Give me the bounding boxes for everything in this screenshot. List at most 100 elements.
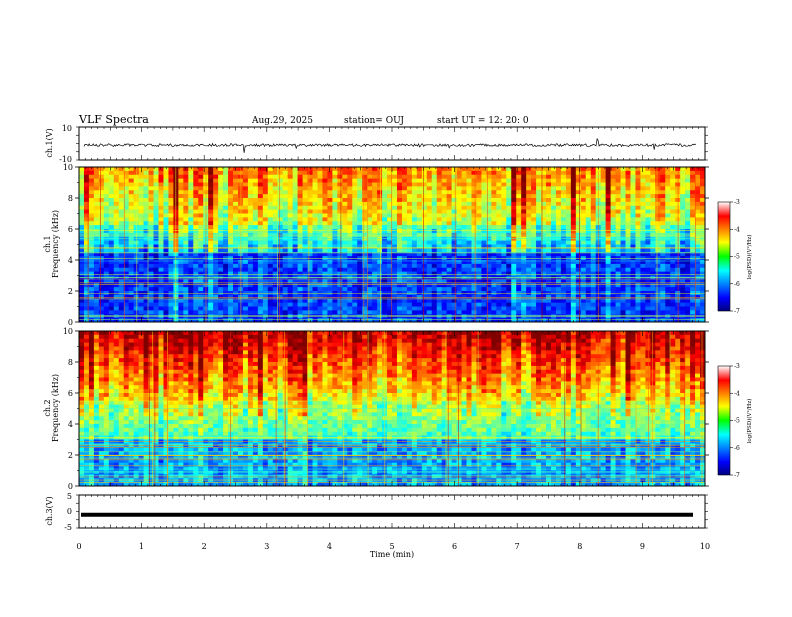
spectrogram-cell xyxy=(417,287,422,291)
spectrogram-cell xyxy=(362,241,367,245)
spectrogram-cell xyxy=(645,287,650,291)
spectrogram-cell xyxy=(506,295,511,299)
spectrogram-cell xyxy=(89,272,94,276)
spectrogram-cell xyxy=(606,287,611,291)
spectrogram-cell xyxy=(481,210,486,214)
spectrogram-cell xyxy=(581,190,586,194)
spectrogram-cell xyxy=(531,268,536,272)
spectrogram-cell xyxy=(655,225,660,229)
spectrogram-cell xyxy=(496,214,501,218)
spectrogram-cell xyxy=(273,202,278,206)
spectrogram-cell xyxy=(114,264,119,268)
spectrogram-cell xyxy=(154,295,159,299)
spectrogram-cell xyxy=(233,299,238,303)
spectrogram-cell xyxy=(104,179,109,183)
spectrogram-cell xyxy=(581,210,586,214)
spectrogram-cell xyxy=(606,291,611,295)
spectrogram-cell xyxy=(129,221,134,225)
spectrogram-cell xyxy=(422,283,427,287)
spectrogram-cell xyxy=(362,287,367,291)
spectrogram-cell xyxy=(481,310,486,314)
spectrogram-cell xyxy=(506,221,511,225)
spectrogram-cell xyxy=(670,198,675,202)
spectrogram-cell xyxy=(586,291,591,295)
spectrogram-cell xyxy=(447,183,452,187)
spectrogram-cell xyxy=(377,179,382,183)
spectrogram-cell xyxy=(670,206,675,210)
spectrogram-cell xyxy=(402,186,407,190)
spectrogram-cell xyxy=(337,217,342,221)
spectrogram-cell xyxy=(382,202,387,206)
spectrogram-cell xyxy=(178,268,183,272)
spectrogram-cell xyxy=(606,202,611,206)
spectrogram-cell xyxy=(685,214,690,218)
spectrogram-cell xyxy=(556,260,561,264)
spectrogram-cell xyxy=(645,183,650,187)
spectrogram-cell xyxy=(501,307,506,311)
spectrogram-cell xyxy=(208,167,213,171)
spectrogram-cell xyxy=(114,206,119,210)
spectrogram-cell xyxy=(611,217,616,221)
spectrogram-cell xyxy=(665,229,670,233)
spectrogram-cell xyxy=(695,307,700,311)
spectrogram-cell xyxy=(402,310,407,314)
spectrogram-cell xyxy=(208,183,213,187)
spectrogram-cell xyxy=(372,206,377,210)
spectrogram-cell xyxy=(372,190,377,194)
spectrogram-cell xyxy=(412,206,417,210)
spectrogram-cell xyxy=(288,229,293,233)
spectrogram-cell xyxy=(313,283,318,287)
spectrogram-cell xyxy=(99,272,104,276)
spectrogram-cell xyxy=(129,241,134,245)
spectrogram-cell xyxy=(104,206,109,210)
spectrogram-cell xyxy=(94,183,99,187)
spectrogram-cell xyxy=(293,299,298,303)
spectrogram-cell xyxy=(303,221,308,225)
spectrogram-cell xyxy=(606,233,611,237)
spectrogram-cell xyxy=(521,268,526,272)
spectrogram-cell xyxy=(337,175,342,179)
spectrogram-cell xyxy=(670,194,675,198)
spectrogram-cell xyxy=(626,283,631,287)
spectrogram-cell xyxy=(561,217,566,221)
spectrogram-cell xyxy=(447,198,452,202)
spectrogram-cell xyxy=(223,272,228,276)
spectrogram-cell xyxy=(233,310,238,314)
spectrogram-cell xyxy=(581,303,586,307)
spectrogram-cell xyxy=(546,183,551,187)
spectrogram-cell xyxy=(447,214,452,218)
spectrogram-cell xyxy=(621,171,626,175)
spectrogram-cell xyxy=(471,179,476,183)
spectrogram-cell xyxy=(650,206,655,210)
spectrogram-cell xyxy=(288,175,293,179)
spectrogram-cell xyxy=(531,310,536,314)
spectrogram-cell xyxy=(317,167,322,171)
spectrogram-cell xyxy=(337,241,342,245)
spectrogram-cell xyxy=(635,186,640,190)
spectrogram-cell xyxy=(357,264,362,268)
spectrogram-cell xyxy=(670,229,675,233)
spectrogram-cell xyxy=(218,307,223,311)
spectrogram-cell xyxy=(154,299,159,303)
spectrogram-cell xyxy=(571,272,576,276)
spectrogram-cell xyxy=(89,206,94,210)
spectrogram-cell xyxy=(372,214,377,218)
spectrogram-cell xyxy=(640,268,645,272)
spectrogram-cell xyxy=(163,183,168,187)
spectrogram-cell xyxy=(447,241,452,245)
spectrogram-cell xyxy=(412,295,417,299)
spectrogram-cell xyxy=(248,214,253,218)
spectrogram-cell xyxy=(556,167,561,171)
spectrogram-cell xyxy=(457,175,462,179)
spectrogram-cell xyxy=(357,291,362,295)
spectrogram-cell xyxy=(531,260,536,264)
spectrogram-cell xyxy=(442,310,447,314)
spectrogram-cell xyxy=(104,307,109,311)
spectrogram-cell xyxy=(342,233,347,237)
spectrogram-cell xyxy=(139,167,144,171)
spectrogram-cell xyxy=(680,198,685,202)
spectrogram-cell xyxy=(317,310,322,314)
spectrogram-cell xyxy=(616,303,621,307)
spectrogram-cell xyxy=(213,186,218,190)
spectrogram-cell xyxy=(392,210,397,214)
